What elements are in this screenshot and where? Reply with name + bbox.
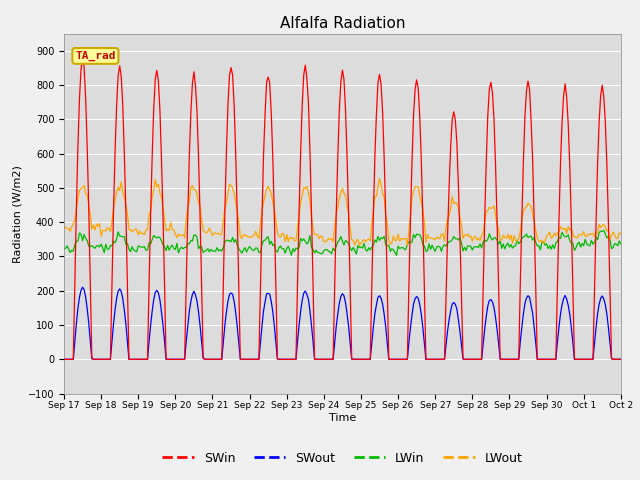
X-axis label: Time: Time: [329, 413, 356, 423]
Title: Alfalfa Radiation: Alfalfa Radiation: [280, 16, 405, 31]
Legend: SWin, SWout, LWin, LWout: SWin, SWout, LWin, LWout: [157, 447, 527, 469]
Y-axis label: Radiation (W/m2): Radiation (W/m2): [12, 165, 22, 263]
Text: TA_rad: TA_rad: [75, 51, 116, 61]
